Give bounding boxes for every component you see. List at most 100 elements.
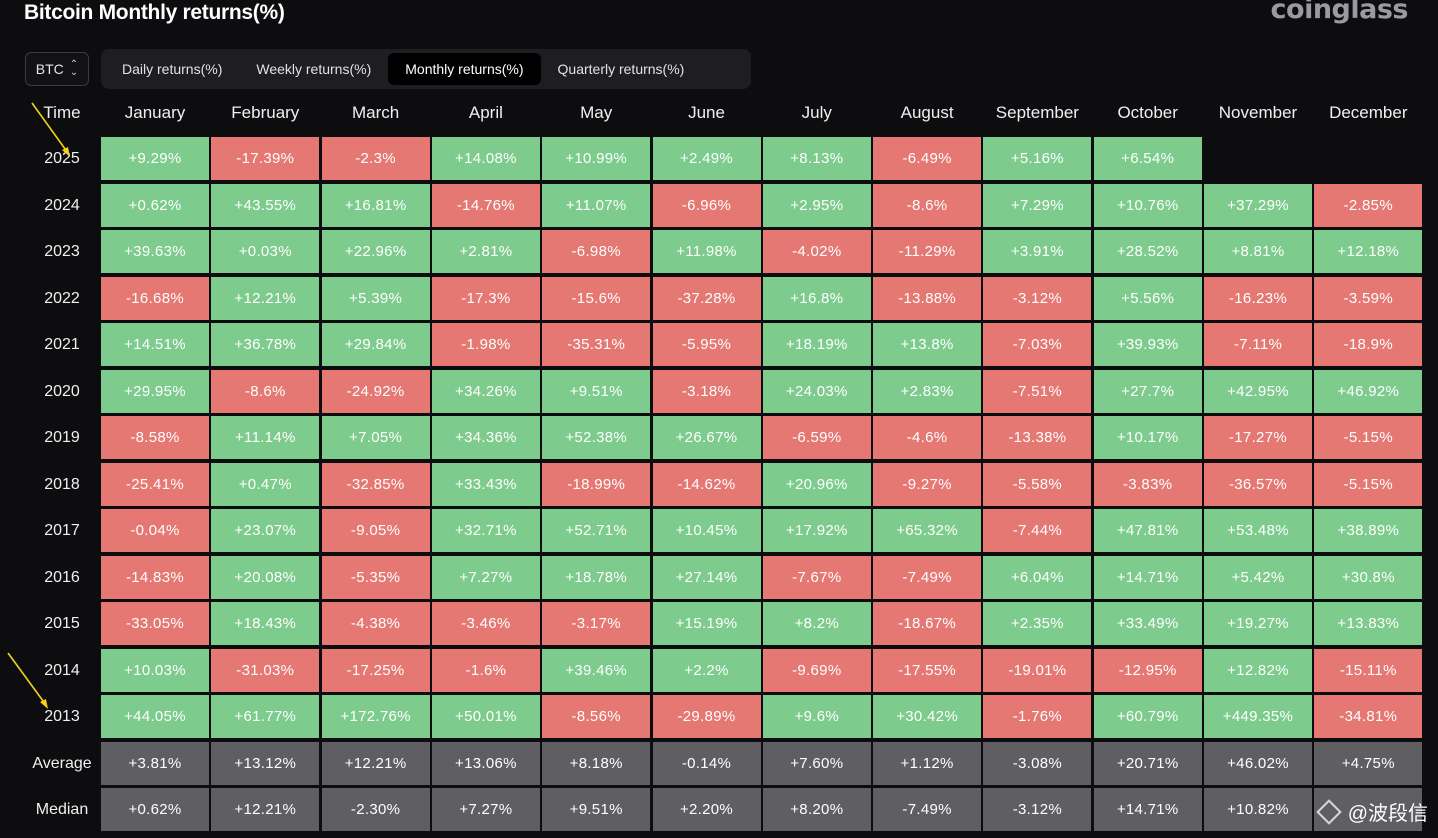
- return-cell: -6.49%: [873, 137, 982, 180]
- return-cell: +0.03%: [211, 230, 320, 273]
- coin-select[interactable]: BTC ⌃ ⌄: [25, 52, 89, 86]
- return-cell: -6.96%: [652, 183, 761, 227]
- return-cell: -15.6%: [542, 276, 651, 320]
- tab-daily-returns[interactable]: Daily returns(%): [122, 61, 223, 77]
- column-header-month: May: [580, 103, 613, 122]
- return-cell: +8.2%: [762, 602, 871, 645]
- return-cell: +61.77%: [211, 695, 320, 738]
- return-cell: +43.55%: [211, 183, 320, 227]
- return-cell: -7.44%: [983, 509, 1092, 552]
- return-cell: -4.38%: [321, 602, 430, 645]
- return-cell: +53.48%: [1204, 509, 1312, 552]
- return-cell: -17.25%: [321, 648, 430, 692]
- return-cell: -7.11%: [1204, 323, 1312, 366]
- return-cell: -29.89%: [652, 695, 761, 738]
- watermark: @波段信: [1315, 797, 1428, 826]
- return-cell: -11.29%: [873, 230, 982, 273]
- return-cell: -3.46%: [431, 602, 540, 645]
- return-cell: +13.06%: [431, 741, 540, 785]
- return-cell: -35.31%: [542, 323, 651, 366]
- return-cell: +14.71%: [1093, 788, 1202, 831]
- return-cell: -2.3%: [321, 137, 430, 180]
- return-cell: -16.68%: [101, 276, 209, 320]
- return-cell: -8.56%: [542, 695, 651, 738]
- page-title: Bitcoin Monthly returns(%): [24, 1, 285, 24]
- return-cell: -0.04%: [101, 509, 209, 552]
- return-cell: -2.30%: [321, 788, 430, 831]
- return-cell: +30.42%: [873, 695, 982, 738]
- return-cell: +38.89%: [1314, 509, 1423, 552]
- tab-monthly-returns[interactable]: Monthly returns(%): [388, 53, 541, 85]
- return-cell: -37.28%: [652, 276, 761, 320]
- return-cell: -7.51%: [983, 369, 1092, 413]
- return-cell: -3.12%: [983, 788, 1092, 831]
- return-cell: -5.15%: [1314, 462, 1423, 506]
- return-cell: +2.95%: [762, 183, 871, 227]
- return-cell: +26.67%: [652, 416, 761, 459]
- return-cell: +10.82%: [1204, 788, 1312, 831]
- return-cell: -16.23%: [1204, 276, 1312, 320]
- column-header-time: Time: [43, 103, 81, 122]
- return-cell: +52.71%: [542, 509, 651, 552]
- return-cell: +2.35%: [983, 602, 1092, 645]
- return-cell: +11.07%: [542, 183, 651, 227]
- return-cell: +39.46%: [542, 648, 651, 692]
- return-cell: +7.27%: [431, 788, 540, 831]
- column-header-month: November: [1218, 103, 1298, 122]
- year-row-label: 2020: [44, 382, 80, 400]
- return-cell: +39.63%: [101, 230, 209, 273]
- year-row-label: 2019: [44, 429, 80, 446]
- return-cell: -1.6%: [431, 648, 540, 692]
- return-cell: +0.62%: [101, 183, 209, 227]
- column-header-month: January: [124, 103, 186, 122]
- returns-period-tabs: Daily returns(%) Weekly returns(%) Month…: [101, 49, 751, 89]
- tab-weekly-returns[interactable]: Weekly returns(%): [256, 61, 372, 77]
- year-row-label: 2024: [44, 196, 80, 214]
- return-cell: -3.18%: [652, 369, 761, 413]
- return-cell: +9.51%: [542, 788, 651, 831]
- return-cell: +5.56%: [1093, 276, 1202, 320]
- return-cell: -18.99%: [542, 462, 651, 506]
- return-cell: +7.60%: [762, 741, 871, 785]
- return-cell: +5.39%: [321, 276, 430, 320]
- return-cell: +20.96%: [762, 462, 871, 506]
- return-cell: +9.6%: [762, 695, 871, 738]
- return-cell: +8.18%: [542, 741, 651, 785]
- return-cell: -8.6%: [211, 369, 320, 413]
- return-cell: +47.81%: [1093, 509, 1202, 552]
- return-cell: +10.76%: [1093, 183, 1202, 227]
- return-cell: +39.93%: [1093, 323, 1202, 366]
- return-cell: -18.9%: [1314, 323, 1423, 366]
- return-cell: -5.15%: [1314, 416, 1423, 459]
- return-cell: +12.21%: [321, 741, 430, 785]
- year-row-label: 2025: [44, 150, 80, 167]
- return-cell: -1.76%: [983, 695, 1092, 738]
- return-cell: [1314, 137, 1422, 180]
- return-cell: +13.83%: [1314, 602, 1423, 645]
- return-cell: +6.04%: [983, 555, 1092, 599]
- return-cell: -3.17%: [542, 602, 651, 645]
- column-header-month: April: [468, 103, 503, 122]
- return-cell: +2.2%: [652, 648, 761, 692]
- return-cell: +3.81%: [101, 741, 209, 785]
- return-cell: -3.59%: [1314, 276, 1423, 320]
- tab-quarterly-returns[interactable]: Quarterly returns(%): [557, 61, 685, 77]
- return-cell: -13.88%: [873, 276, 982, 320]
- return-cell: +2.49%: [652, 137, 761, 180]
- return-cell: +20.08%: [211, 555, 320, 599]
- return-cell: +2.81%: [431, 230, 540, 273]
- return-cell: -15.11%: [1314, 648, 1423, 692]
- coinglass-logo: coinglass: [1270, 0, 1409, 25]
- return-cell: +32.71%: [431, 509, 540, 552]
- return-cell: -5.58%: [983, 462, 1092, 506]
- return-cell: +20.71%: [1093, 741, 1202, 785]
- watermark-text: @波段信: [1347, 803, 1428, 825]
- return-cell: +8.13%: [762, 137, 871, 180]
- return-cell: -24.92%: [321, 369, 430, 413]
- return-cell: -7.49%: [873, 788, 982, 831]
- return-cell: -6.98%: [542, 230, 651, 273]
- return-cell: +5.16%: [983, 137, 1092, 180]
- return-cell: -1.98%: [431, 323, 540, 366]
- return-cell: -4.6%: [873, 416, 982, 459]
- return-cell: +18.78%: [542, 555, 651, 599]
